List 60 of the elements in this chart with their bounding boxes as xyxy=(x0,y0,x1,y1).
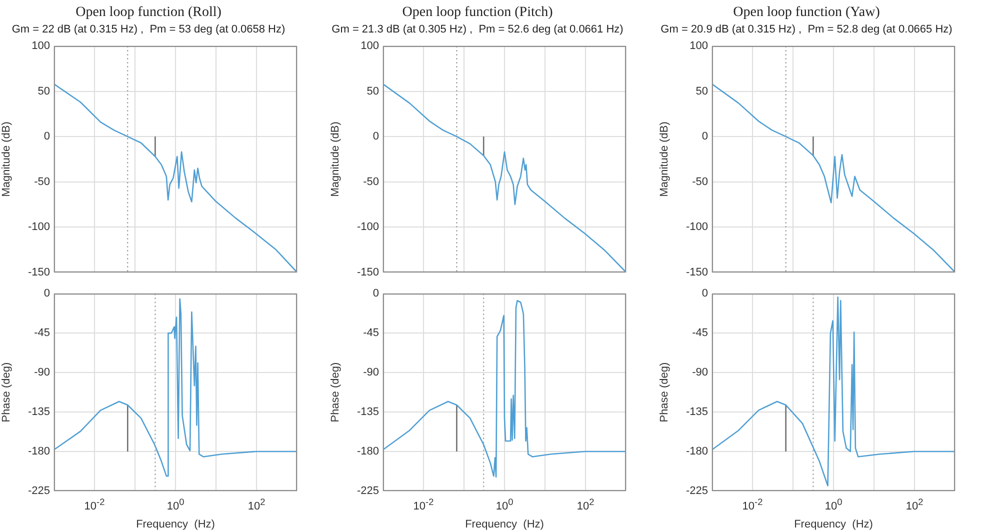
y-tick-label: -135 xyxy=(686,406,708,418)
y-tick-label: -45 xyxy=(692,327,708,340)
y-tick-label: -90 xyxy=(34,366,50,379)
y-tick-label: 50 xyxy=(696,85,708,98)
y-tick-label: -150 xyxy=(28,266,50,278)
y-tick-label: -180 xyxy=(356,446,379,458)
x-axis-title: Frequency (Hz) xyxy=(794,518,873,530)
y-axis-title: Magnitude (dB) xyxy=(330,122,342,197)
y-axis-title: Phase (deg) xyxy=(330,362,342,422)
chart-title: Open loop function (Roll) xyxy=(76,5,222,20)
y-tick-label: -45 xyxy=(363,327,379,340)
y-tick-label: 0 xyxy=(372,130,379,143)
chart-subtitle: Gm = 22 dB (at 0.315 Hz) , Pm = 53 deg (at 0.0658 Hz) xyxy=(12,23,286,36)
y-tick-label: 50 xyxy=(366,85,379,98)
y-axis-title: Phase (deg) xyxy=(658,362,671,422)
chart-subtitle: Gm = 21.3 dB (at 0.305 Hz) , Pm = 52.6 deg (at 0.0661 Hz) xyxy=(332,23,624,36)
x-tick-label: 10$^{-2}$ xyxy=(413,496,434,514)
y-tick-label: 100 xyxy=(32,40,50,52)
chart-subtitle: Gm = 20.9 dB (at 0.315 Hz) , Pm = 52.8 deg (at 0.0665 Hz) xyxy=(660,23,952,36)
x-tick-label: 10$^{0}$ xyxy=(824,496,842,514)
y-tick-label: -180 xyxy=(686,446,708,458)
y-tick-label: 100 xyxy=(690,40,708,52)
y-tick-label: -45 xyxy=(34,327,50,340)
y-tick-label: 0 xyxy=(372,288,379,300)
y-tick-label: 0 xyxy=(44,130,50,143)
y-tick-label: 50 xyxy=(38,85,50,98)
y-tick-label: -50 xyxy=(363,176,379,188)
y-tick-label: -100 xyxy=(686,221,708,234)
x-tick-label: 10$^{2}$ xyxy=(906,496,924,514)
y-tick-label: -225 xyxy=(686,485,708,498)
x-axis-title: Frequency (Hz) xyxy=(136,518,215,530)
y-tick-label: -150 xyxy=(356,266,379,278)
x-tick-label: 10$^{0}$ xyxy=(496,496,514,514)
x-tick-label: 10$^{-2}$ xyxy=(84,496,105,514)
y-tick-label: -50 xyxy=(692,176,708,188)
y-tick-label: -100 xyxy=(28,221,50,234)
y-tick-label: -225 xyxy=(356,485,379,498)
y-axis-title: Phase (deg) xyxy=(0,362,13,422)
x-tick-label: 10$^{2}$ xyxy=(576,496,594,514)
y-tick-label: -135 xyxy=(28,406,50,418)
y-tick-label: -50 xyxy=(34,176,50,188)
y-tick-label: -135 xyxy=(356,406,379,418)
y-tick-label: -100 xyxy=(356,221,379,234)
y-tick-label: 0 xyxy=(702,288,708,300)
y-tick-label: -90 xyxy=(363,366,379,379)
y-tick-label: 100 xyxy=(360,40,379,52)
y-tick-label: -90 xyxy=(692,366,708,379)
y-tick-label: 0 xyxy=(44,288,50,300)
x-tick-label: 10$^{-2}$ xyxy=(742,496,763,514)
x-axis-title: Frequency (Hz) xyxy=(465,518,544,530)
y-axis-title: Magnitude (dB) xyxy=(0,122,13,197)
y-tick-label: 0 xyxy=(702,130,708,143)
y-axis-title: Magnitude (dB) xyxy=(658,122,671,197)
y-tick-label: -225 xyxy=(28,485,50,498)
y-tick-label: -150 xyxy=(686,266,708,278)
chart-title: Open loop function (Pitch) xyxy=(402,5,554,20)
x-tick-label: 10$^{2}$ xyxy=(248,496,266,514)
x-tick-label: 10$^{0}$ xyxy=(166,496,184,514)
chart-title: Open loop function (Yaw) xyxy=(733,5,880,20)
y-tick-label: -180 xyxy=(28,446,50,458)
